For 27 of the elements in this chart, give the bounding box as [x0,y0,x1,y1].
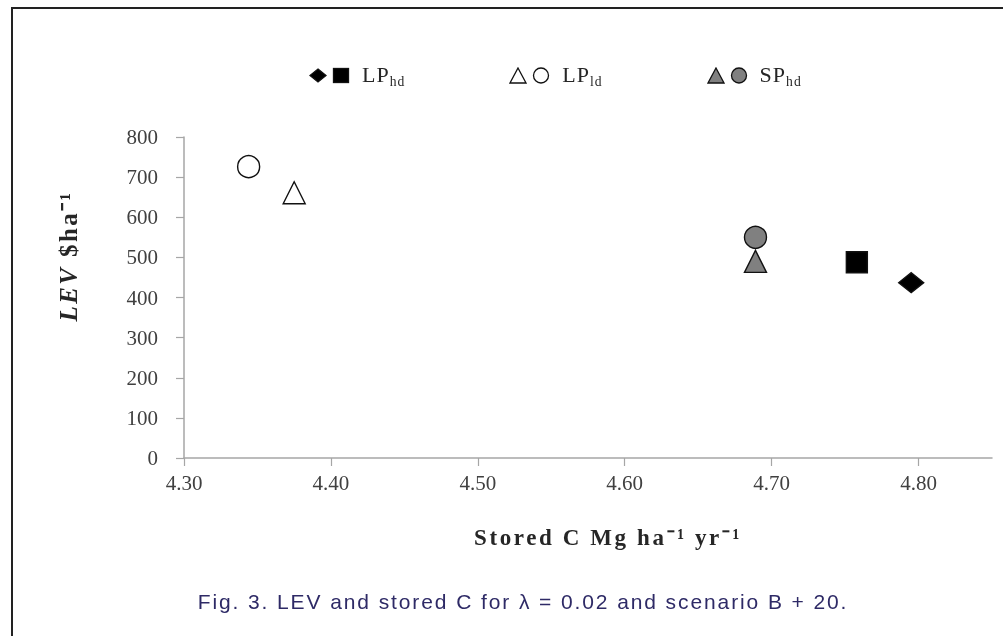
point [743,225,768,250]
legend-label: SP$_{hd}$ [759,62,802,90]
point [236,155,261,179]
x-axis-title: Stored C Mg ha⁻¹ yr⁻¹ [474,525,742,551]
legend-label: LP$_{hd}$ [362,62,406,90]
caption: Fig. 3. LEV and stored C for λ = 0.02 and scenario B + 20. [197,590,849,614]
point [845,250,869,274]
legend-label: LP$_{ld}$ [562,62,603,90]
y-axis-title: LEV $ha⁻¹ [55,190,83,322]
point [898,271,925,294]
x-tick-label: 4.60 [606,470,644,495]
x-tick-label: 4.30 [165,470,203,495]
y-tick-label: 600 [126,205,158,230]
x-tick-label: 4.80 [900,470,937,495]
point [743,249,768,274]
y-tick-label: 400 [126,285,158,310]
y-tick-label: 500 [126,245,158,270]
y-tick-label: 700 [126,165,158,190]
x-tick-label: 4.40 [312,470,350,495]
point [282,181,306,205]
y-tick-label: 200 [126,365,158,390]
y-tick-label: 100 [126,405,158,430]
y-tick-label: 800 [126,125,158,149]
x-tick-label: 4.50 [459,470,497,495]
y-tick-label: 300 [126,325,158,350]
x-tick-label: 4.70 [753,470,791,495]
y-tick-label: 0 [147,446,158,470]
